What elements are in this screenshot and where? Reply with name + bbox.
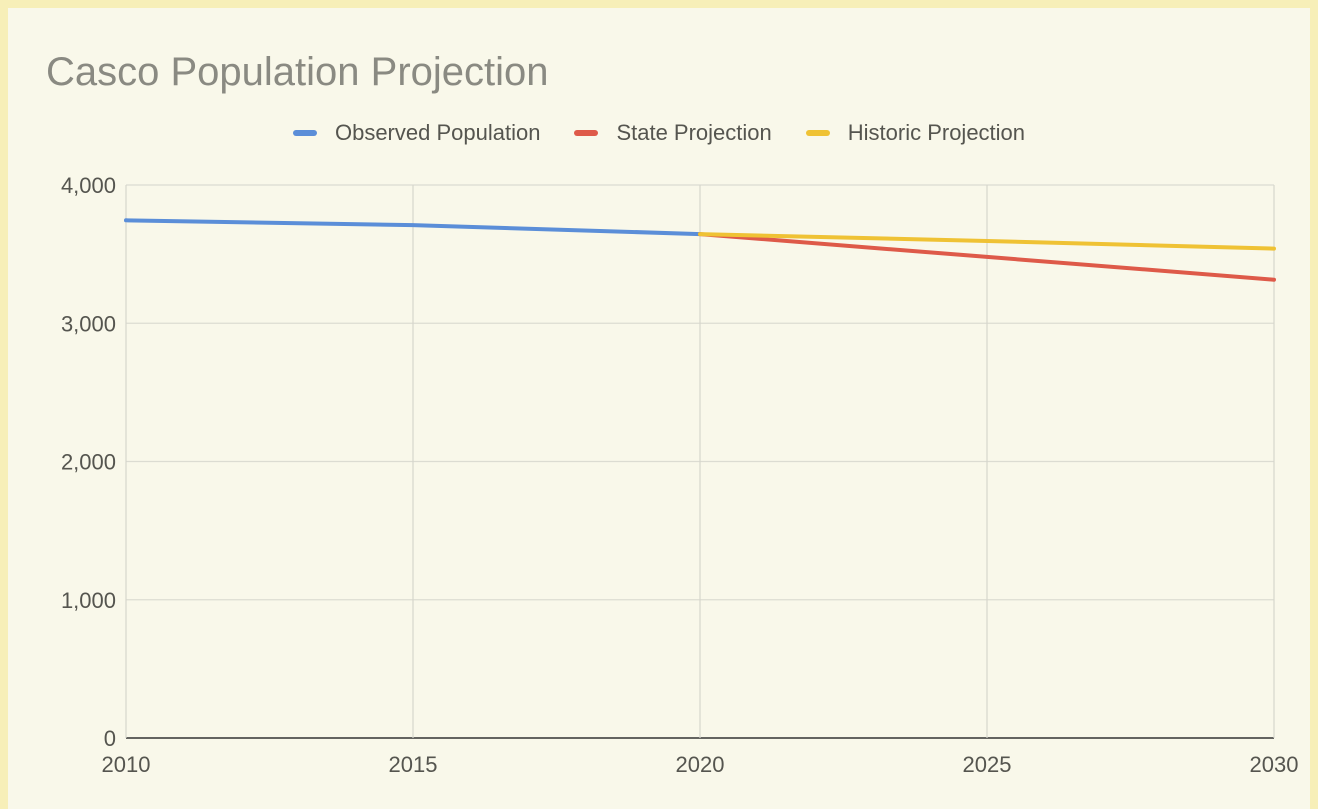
series-line-observed-population <box>124 218 702 237</box>
x-tick-label: 2025 <box>963 752 1012 777</box>
legend-swatch-state <box>574 130 599 136</box>
x-tick-label: 2020 <box>676 752 725 777</box>
tick-labels: 0 1,000 2,000 3,000 4,000 2010 2015 2020 2025 203… <box>61 173 1299 777</box>
legend-item-observed: Observed Population <box>292 120 541 146</box>
chart-title: Casco Population Projection <box>46 50 549 94</box>
y-tick-label: 3,000 <box>61 311 116 336</box>
x-tick-label: 2030 <box>1250 752 1299 777</box>
plot-area: 0 1,000 2,000 3,000 4,000 2010 2015 2020 2025 203… <box>61 173 1299 777</box>
legend-item-state: State Projection <box>574 120 772 146</box>
x-tick-label: 2010 <box>102 752 151 777</box>
legend: Observed Population State Projection His… <box>8 120 1310 146</box>
x-tick-label: 2015 <box>389 752 438 777</box>
series-layer <box>124 218 1276 282</box>
y-tick-label: 1,000 <box>61 588 116 613</box>
y-tick-label: 0 <box>104 726 116 751</box>
legend-label-historic: Historic Projection <box>847 120 1026 145</box>
y-tick-label: 2,000 <box>61 450 116 475</box>
legend-label-state: State Projection <box>616 120 772 145</box>
series-line-state-projection <box>698 232 1276 282</box>
legend-label-observed: Observed Population <box>334 120 541 145</box>
legend-swatch-observed <box>292 130 317 136</box>
grid <box>125 184 1275 739</box>
chart-card: Casco Population Projection Observed Pop… <box>8 8 1310 809</box>
series-line-historic-projection <box>698 232 1276 251</box>
legend-swatch-historic <box>805 130 830 136</box>
y-tick-label: 4,000 <box>61 173 116 198</box>
legend-item-historic: Historic Projection <box>805 120 1026 146</box>
